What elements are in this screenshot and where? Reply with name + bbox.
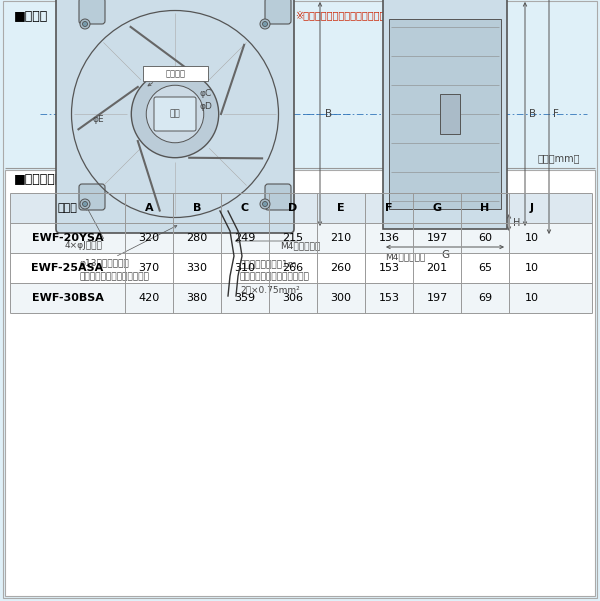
- Text: φE: φE: [92, 115, 104, 124]
- Text: 136: 136: [379, 233, 400, 243]
- Bar: [383, 0, 507, 229]
- Bar: [10, 283, 592, 313]
- Text: G: G: [433, 203, 442, 213]
- FancyBboxPatch shape: [56, 0, 294, 233]
- Text: 風方向: 風方向: [468, 37, 487, 47]
- FancyBboxPatch shape: [265, 0, 291, 24]
- Text: 215: 215: [283, 233, 304, 243]
- Bar: [389, 19, 501, 209]
- Text: 249: 249: [235, 233, 256, 243]
- Text: B: B: [172, 16, 179, 26]
- FancyBboxPatch shape: [79, 184, 105, 210]
- Bar: [143, 66, 208, 81]
- Text: EWF-30BSA: EWF-30BSA: [32, 293, 103, 303]
- Text: 380: 380: [187, 293, 208, 303]
- Circle shape: [263, 22, 268, 26]
- Bar: [10, 253, 592, 283]
- Text: 電源コード有効長1m: 電源コード有効長1m: [240, 259, 298, 268]
- Text: 銘板: 銘板: [170, 109, 181, 118]
- Text: A: A: [172, 6, 179, 16]
- Bar: [5, 170, 595, 596]
- Text: 形　名: 形 名: [58, 203, 77, 213]
- Text: 201: 201: [427, 263, 448, 273]
- Text: 4×φJ取付穴: 4×φJ取付穴: [65, 241, 103, 250]
- Text: φC: φC: [199, 89, 211, 98]
- Circle shape: [83, 22, 88, 26]
- Text: ※外観は機種により多少異なります。: ※外観は機種により多少異なります。: [295, 10, 397, 20]
- Text: 320: 320: [139, 233, 160, 243]
- Circle shape: [146, 85, 204, 143]
- Text: A: A: [145, 203, 154, 213]
- Circle shape: [260, 19, 270, 29]
- Text: M4アースねじ: M4アースねじ: [280, 241, 320, 250]
- Circle shape: [83, 201, 88, 207]
- Text: J: J: [530, 203, 533, 213]
- Text: 300: 300: [331, 293, 352, 303]
- Bar: [10, 223, 592, 253]
- Text: E: E: [337, 203, 345, 213]
- Text: 10: 10: [524, 263, 539, 273]
- Text: B: B: [325, 109, 332, 119]
- Text: φD: φD: [199, 102, 212, 111]
- Bar: [5, 6, 595, 169]
- Text: H: H: [481, 203, 490, 213]
- Text: D: D: [289, 203, 298, 213]
- Text: ビニルキャブタイヤケーブル: ビニルキャブタイヤケーブル: [240, 272, 310, 281]
- Text: 280: 280: [187, 233, 208, 243]
- Text: B: B: [529, 109, 536, 119]
- Text: 370: 370: [139, 263, 160, 273]
- Circle shape: [80, 199, 90, 209]
- Text: φ13ノックアウト: φ13ノックアウト: [80, 259, 130, 268]
- Text: F: F: [385, 203, 393, 213]
- Text: 420: 420: [139, 293, 160, 303]
- Text: 197: 197: [427, 293, 448, 303]
- Bar: [440, 94, 460, 134]
- Text: 69: 69: [478, 293, 492, 303]
- Text: 330: 330: [187, 263, 208, 273]
- Circle shape: [80, 19, 90, 29]
- Text: 60: 60: [478, 233, 492, 243]
- Text: B: B: [193, 203, 201, 213]
- FancyBboxPatch shape: [265, 184, 291, 210]
- Text: 2芯×0.75mm²: 2芯×0.75mm²: [240, 285, 300, 294]
- Text: 電動シャッターコード取出用: 電動シャッターコード取出用: [80, 272, 150, 281]
- Text: F: F: [553, 109, 559, 119]
- Circle shape: [263, 201, 268, 207]
- Text: 310: 310: [235, 263, 256, 273]
- FancyBboxPatch shape: [154, 97, 196, 131]
- Text: 210: 210: [331, 233, 352, 243]
- Text: 153: 153: [379, 293, 400, 303]
- Text: （単位 mm）: （単位 mm）: [100, 174, 149, 184]
- Text: 260: 260: [331, 263, 352, 273]
- FancyBboxPatch shape: [79, 0, 105, 24]
- Text: 359: 359: [235, 293, 256, 303]
- Circle shape: [131, 70, 218, 157]
- Text: G: G: [441, 250, 449, 260]
- Text: H: H: [513, 218, 520, 228]
- Text: M4アースねじ: M4アースねじ: [385, 252, 425, 261]
- Bar: [10, 193, 592, 223]
- Text: （単位mm）: （単位mm）: [538, 153, 580, 163]
- Text: ■変化寸法表: ■変化寸法表: [14, 173, 63, 186]
- Text: 65: 65: [478, 263, 492, 273]
- Text: EWF-25ASA: EWF-25ASA: [31, 263, 104, 273]
- Text: 10: 10: [524, 233, 539, 243]
- Text: 回転方向: 回転方向: [166, 69, 186, 78]
- Text: 197: 197: [427, 233, 448, 243]
- Text: 10: 10: [524, 293, 539, 303]
- Text: 306: 306: [283, 293, 304, 303]
- Text: C: C: [241, 203, 249, 213]
- Text: EWF-20YSA: EWF-20YSA: [32, 233, 103, 243]
- Text: 153: 153: [379, 263, 400, 273]
- Text: ■外形図: ■外形図: [14, 10, 48, 23]
- Text: 266: 266: [283, 263, 304, 273]
- Circle shape: [260, 199, 270, 209]
